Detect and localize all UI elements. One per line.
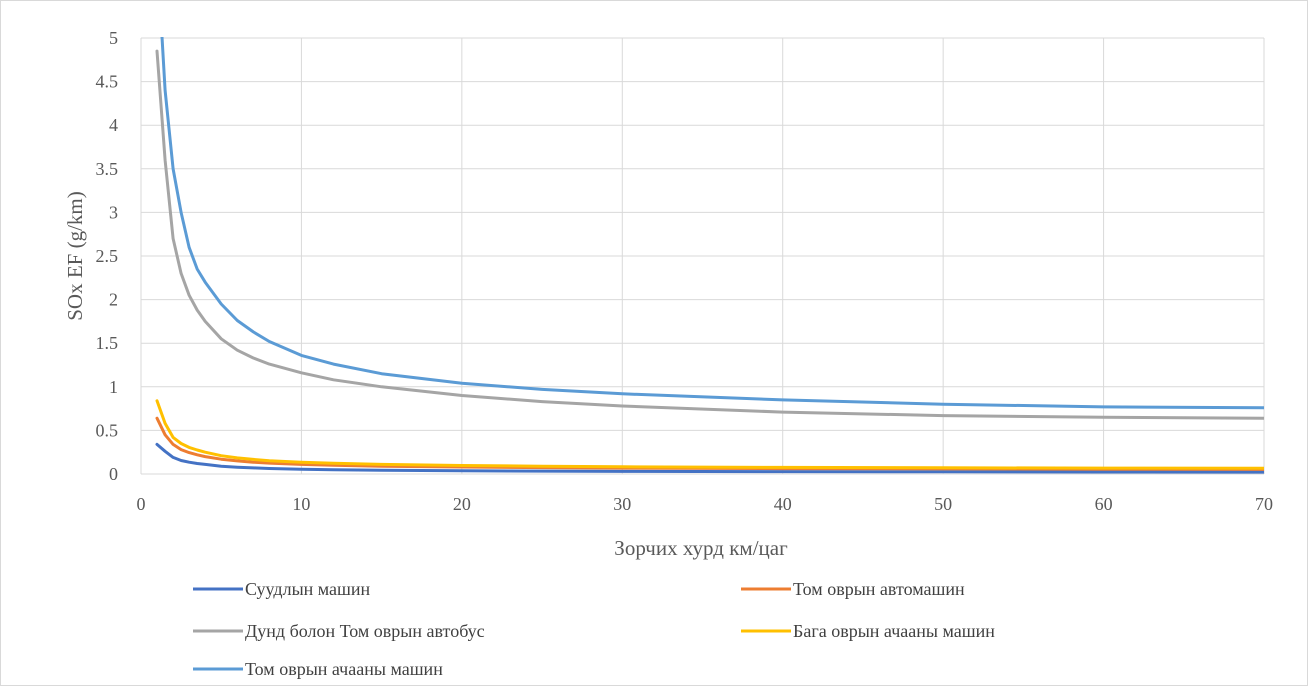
y-axis-tick-labels: 0 0.5 1 1.5 2 2.5 3 3.5 4 4.5 5 (96, 28, 119, 484)
x-axis-title: Зорчих хурд км/цаг (614, 536, 788, 560)
y-tick-label: 4.5 (96, 72, 119, 92)
x-tick-label: 0 (137, 494, 146, 514)
series-line-4 (155, 399, 1264, 470)
series-line-1 (155, 442, 1264, 474)
legend-label: Суудлын машин (245, 579, 371, 599)
x-axis-tick-labels: 0 10 20 30 40 50 60 70 (137, 494, 1274, 514)
x-tick-label: 60 (1095, 494, 1113, 514)
y-tick-label: 2 (109, 290, 118, 310)
y-tick-label: 0.5 (96, 420, 119, 440)
y-tick-label: 1.5 (96, 333, 119, 353)
y-tick-label: 3 (109, 202, 118, 222)
x-tick-label: 30 (613, 494, 631, 514)
legend: Суудлын машин Том оврын автомашин Дунд бол… (193, 579, 995, 679)
gridlines (140, 37, 1265, 475)
legend-label: Дунд болон Том оврын автобус (245, 621, 485, 641)
y-tick-label: 2.5 (96, 246, 119, 266)
x-tick-label: 40 (774, 494, 792, 514)
x-tick-label: 20 (453, 494, 471, 514)
series-lines (155, 37, 1264, 474)
series-line-3 (155, 49, 1264, 420)
y-tick-label: 4 (109, 115, 118, 135)
y-tick-label: 5 (109, 28, 118, 48)
y-axis-title: SOx EF (g/km) (63, 191, 87, 321)
legend-label: Бага оврын ачааны машин (793, 621, 995, 641)
y-tick-label: 1 (109, 377, 118, 397)
y-tick-label: 0 (109, 464, 118, 484)
y-tick-label: 3.5 (96, 159, 119, 179)
x-tick-label: 10 (292, 494, 310, 514)
legend-label: Том оврын автомашин (793, 579, 965, 599)
series-line-5 (160, 37, 1264, 410)
legend-label: Том оврын ачааны машин (245, 659, 443, 679)
x-tick-label: 50 (934, 494, 952, 514)
x-tick-label: 70 (1255, 494, 1273, 514)
